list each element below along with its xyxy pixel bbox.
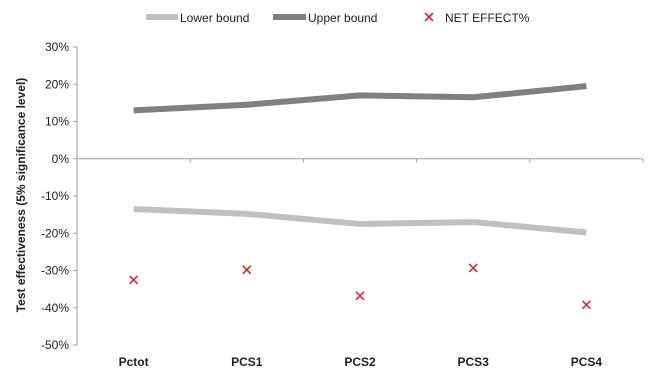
x-axis-ticks: Pctot PCS1 PCS2 PCS3 PCS4 — [76, 158, 644, 369]
legend-x-icon — [424, 12, 434, 22]
y-tick-label: -50% — [41, 338, 69, 352]
x-category-label: PCS2 — [344, 355, 376, 369]
x-category-label: PCS4 — [571, 355, 603, 369]
legend-marker-net-effect — [424, 12, 434, 22]
series-layer — [129, 83, 591, 310]
data-point-net-effect — [582, 300, 591, 310]
x-category-label: Pctot — [119, 355, 149, 369]
series-line-lower-bound — [133, 206, 587, 236]
y-axis-title: Test effectiveness (5% significance leve… — [14, 78, 28, 313]
y-tick-label: -10% — [41, 189, 69, 203]
y-axis-ticks: 30% 20% 10% 0% -10% -20% -30% -40% -50% — [41, 40, 77, 352]
series-line-upper-bound — [133, 83, 587, 114]
y-tick-label: 20% — [45, 77, 69, 91]
legend-label-lower-bound: Lower bound — [180, 11, 249, 25]
x-category-label: PCS1 — [231, 355, 263, 369]
y-tick-label: 10% — [45, 115, 69, 129]
data-point-net-effect — [242, 265, 252, 275]
legend-label-net-effect: NET EFFECT% — [445, 11, 530, 25]
y-tick-label: -40% — [41, 301, 69, 315]
data-point-net-effect — [129, 275, 138, 285]
y-tick-label: -30% — [41, 264, 69, 278]
legend-label-upper-bound: Upper bound — [308, 11, 377, 25]
x-category-label: PCS3 — [458, 355, 490, 369]
y-tick-label: 0% — [52, 152, 70, 166]
y-tick-label: -20% — [41, 226, 69, 240]
data-point-net-effect — [355, 291, 365, 301]
y-tick-label: 30% — [45, 40, 69, 54]
legend: Lower bound Upper bound NET EFFECT% — [146, 11, 530, 25]
data-point-net-effect — [468, 263, 478, 273]
